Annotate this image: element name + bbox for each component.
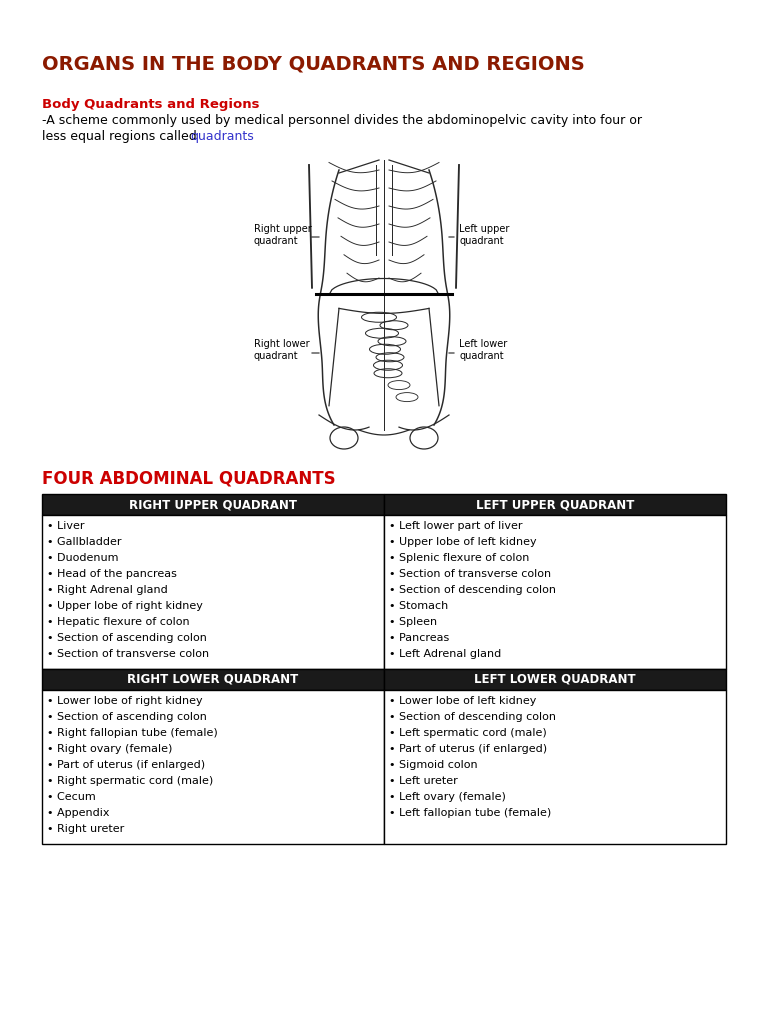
- Text: • Section of descending colon: • Section of descending colon: [389, 712, 556, 722]
- Text: RIGHT UPPER QUADRANT: RIGHT UPPER QUADRANT: [129, 498, 297, 511]
- Text: RIGHT LOWER QUADRANT: RIGHT LOWER QUADRANT: [127, 673, 299, 686]
- Text: • Splenic flexure of colon: • Splenic flexure of colon: [389, 553, 529, 563]
- Text: • Section of ascending colon: • Section of ascending colon: [47, 633, 207, 643]
- Text: • Spleen: • Spleen: [389, 617, 437, 627]
- Bar: [384, 669, 726, 690]
- Text: • Liver: • Liver: [47, 521, 84, 531]
- Text: • Section of transverse colon: • Section of transverse colon: [389, 569, 551, 579]
- Text: • Right spermatic cord (male): • Right spermatic cord (male): [47, 776, 214, 786]
- Bar: [384, 515, 726, 669]
- Text: • Lower lobe of right kidney: • Lower lobe of right kidney: [47, 696, 203, 706]
- Text: • Head of the pancreas: • Head of the pancreas: [47, 569, 177, 579]
- Text: • Section of transverse colon: • Section of transverse colon: [47, 649, 209, 659]
- Text: • Cecum: • Cecum: [47, 792, 96, 802]
- Text: Left lower
quadrant: Left lower quadrant: [459, 339, 507, 360]
- Text: Right lower
quadrant: Right lower quadrant: [254, 339, 310, 360]
- Bar: [42, 669, 384, 690]
- Bar: [42, 690, 384, 844]
- Text: ORGANS IN THE BODY QUADRANTS AND REGIONS: ORGANS IN THE BODY QUADRANTS AND REGIONS: [42, 55, 584, 74]
- Text: Right upper
quadrant: Right upper quadrant: [254, 224, 312, 246]
- Text: LEFT UPPER QUADRANT: LEFT UPPER QUADRANT: [476, 498, 634, 511]
- Text: • Section of ascending colon: • Section of ascending colon: [47, 712, 207, 722]
- Text: • Left ovary (female): • Left ovary (female): [389, 792, 506, 802]
- Text: • Left ureter: • Left ureter: [389, 776, 458, 786]
- Text: • Lower lobe of left kidney: • Lower lobe of left kidney: [389, 696, 536, 706]
- Text: • Left Adrenal gland: • Left Adrenal gland: [389, 649, 502, 659]
- Text: FOUR ABDOMINAL QUADRANTS: FOUR ABDOMINAL QUADRANTS: [42, 470, 336, 488]
- Text: quadrants: quadrants: [190, 130, 253, 143]
- Text: • Left fallopian tube (female): • Left fallopian tube (female): [389, 808, 551, 818]
- Text: less equal regions called: less equal regions called: [42, 130, 200, 143]
- Text: • Hepatic flexure of colon: • Hepatic flexure of colon: [47, 617, 190, 627]
- Text: • Pancreas: • Pancreas: [389, 633, 449, 643]
- Text: • Sigmoid colon: • Sigmoid colon: [389, 760, 478, 770]
- Text: LEFT LOWER QUADRANT: LEFT LOWER QUADRANT: [474, 673, 636, 686]
- Text: • Duodenum: • Duodenum: [47, 553, 118, 563]
- Text: • Upper lobe of right kidney: • Upper lobe of right kidney: [47, 601, 203, 611]
- Text: Body Quadrants and Regions: Body Quadrants and Regions: [42, 98, 260, 111]
- Text: • Part of uterus (if enlarged): • Part of uterus (if enlarged): [389, 744, 547, 754]
- Text: • Right ovary (female): • Right ovary (female): [47, 744, 172, 754]
- Text: • Part of uterus (if enlarged): • Part of uterus (if enlarged): [47, 760, 205, 770]
- Text: Left upper
quadrant: Left upper quadrant: [459, 224, 509, 246]
- Text: • Left lower part of liver: • Left lower part of liver: [389, 521, 522, 531]
- Text: -A scheme commonly used by medical personnel divides the abdominopelvic cavity i: -A scheme commonly used by medical perso…: [42, 114, 642, 127]
- Text: • Section of descending colon: • Section of descending colon: [389, 585, 556, 595]
- Text: • Gallbladder: • Gallbladder: [47, 537, 121, 547]
- Text: • Right fallopian tube (female): • Right fallopian tube (female): [47, 728, 218, 738]
- Bar: [384, 494, 726, 515]
- Bar: [42, 494, 384, 515]
- Bar: [384, 690, 726, 844]
- Text: • Stomach: • Stomach: [389, 601, 449, 611]
- Text: • Right Adrenal gland: • Right Adrenal gland: [47, 585, 167, 595]
- Bar: [42, 515, 384, 669]
- Text: • Appendix: • Appendix: [47, 808, 110, 818]
- Text: • Upper lobe of left kidney: • Upper lobe of left kidney: [389, 537, 537, 547]
- Text: • Left spermatic cord (male): • Left spermatic cord (male): [389, 728, 547, 738]
- Text: • Right ureter: • Right ureter: [47, 824, 124, 834]
